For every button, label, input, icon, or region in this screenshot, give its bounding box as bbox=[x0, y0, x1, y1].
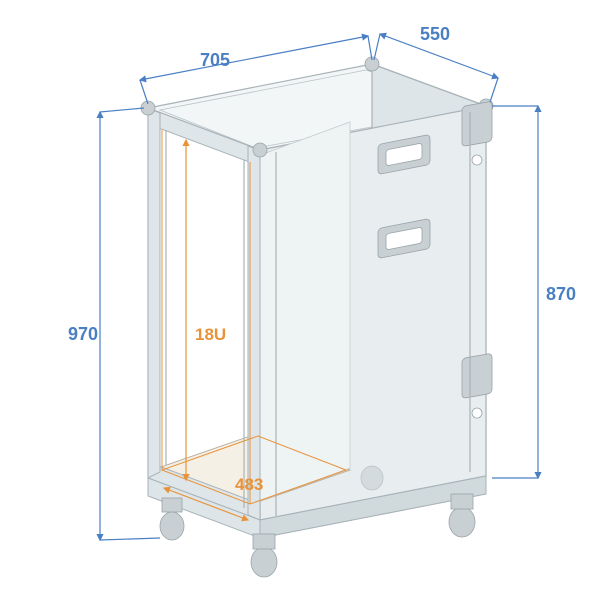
dim-width: 550 bbox=[420, 24, 450, 44]
rack-case-diagram: 550 705 970 870 18U 483 bbox=[0, 0, 600, 600]
caster bbox=[449, 494, 475, 537]
caster bbox=[251, 534, 277, 577]
corner-ball bbox=[253, 143, 267, 157]
dim-height-left: 970 bbox=[68, 324, 98, 344]
dim-rack-units: 18U bbox=[195, 325, 226, 344]
dim-height-right: 870 bbox=[546, 284, 576, 304]
caster bbox=[160, 498, 184, 540]
dim-depth: 705 bbox=[200, 50, 230, 70]
caster bbox=[361, 466, 383, 490]
dim-inner-width: 483 bbox=[235, 475, 263, 494]
